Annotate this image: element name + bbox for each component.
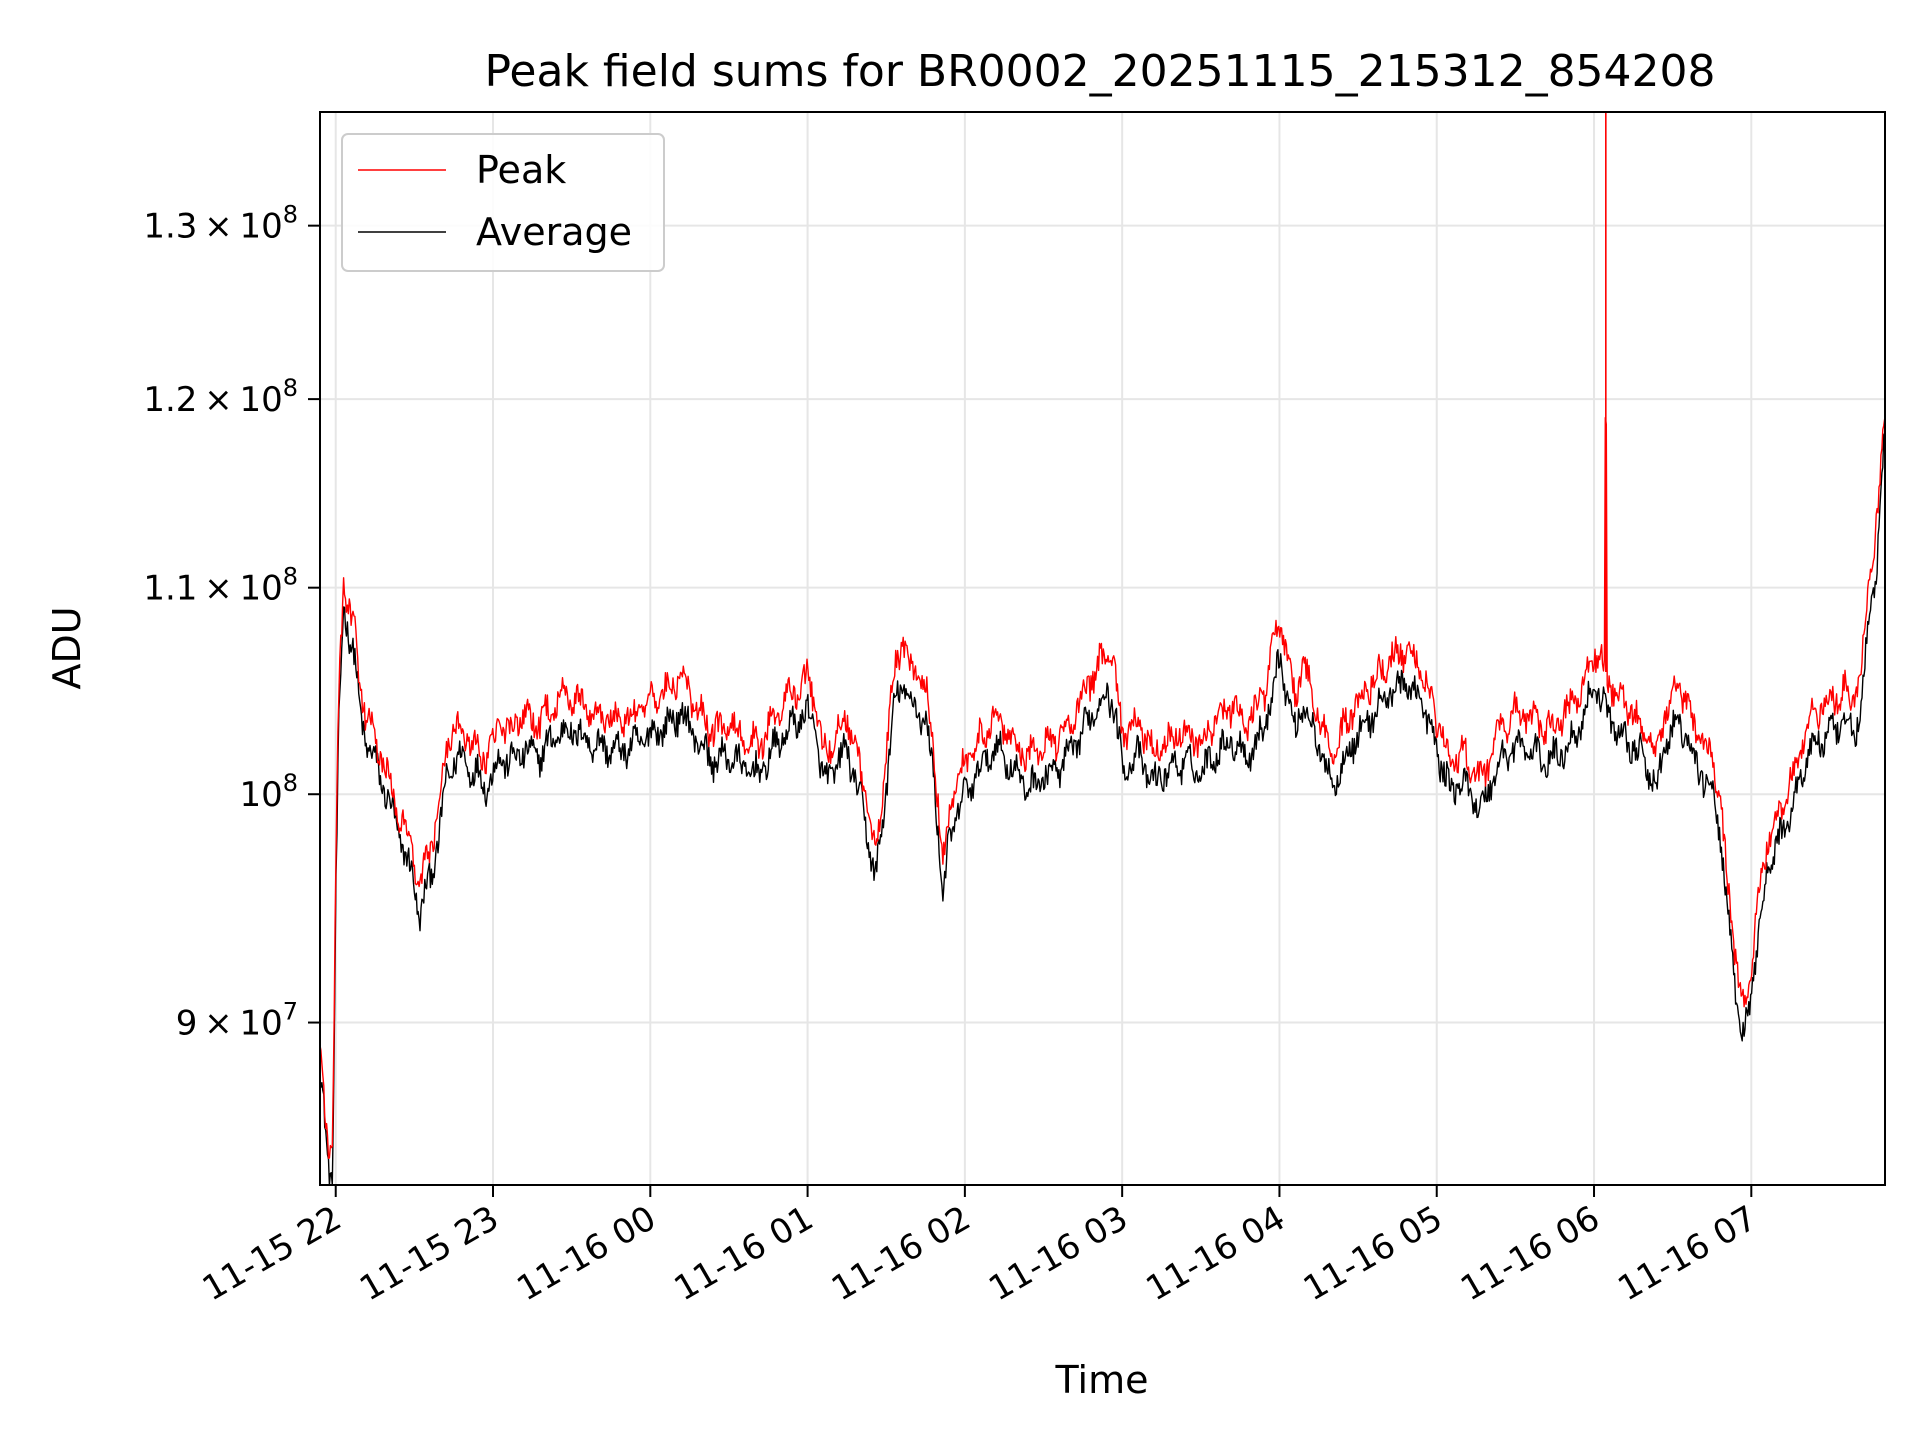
series-line-peak	[319, 417, 1886, 1159]
legend-box	[341, 133, 665, 272]
series-line-average	[319, 432, 1886, 1186]
y-tick-label-3: 1.2 × 108	[143, 374, 298, 420]
legend-average-label: Average	[476, 210, 632, 254]
y-axis: 9 × 107 108 1.1 × 108 1.2 × 108 1.3 × 108	[143, 201, 320, 1044]
legend-peak-label: Peak	[476, 148, 566, 192]
y-tick-label-4: 1.3 × 108	[143, 201, 298, 247]
chart-title: Peak field sums for BR0002_20251115_2153…	[484, 46, 1715, 97]
x-axis-label: Time	[1055, 1358, 1149, 1402]
y-tick-label-0: 9 × 107	[176, 998, 298, 1044]
y-tick-label-2: 1.1 × 108	[143, 563, 298, 609]
legend: Peak Average	[341, 133, 665, 272]
series-lines	[319, 112, 1886, 1186]
plot-frame	[319, 111, 1886, 1186]
gridlines	[320, 112, 1885, 1185]
y-tick-label-1: 108	[239, 769, 298, 815]
y-axis-label: ADU	[45, 606, 89, 689]
